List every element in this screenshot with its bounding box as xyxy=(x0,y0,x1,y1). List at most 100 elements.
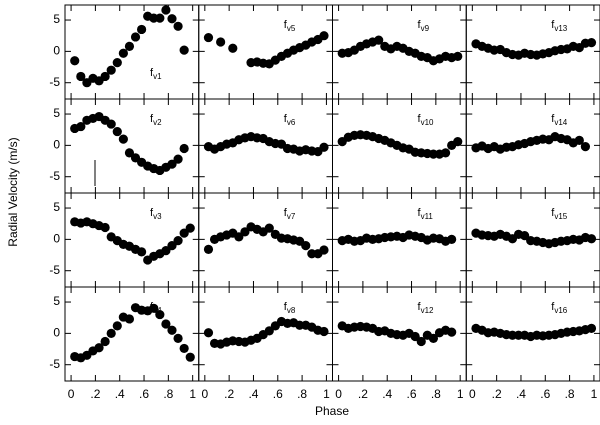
data-point xyxy=(586,323,597,333)
panel-label: fv7 xyxy=(284,207,296,221)
data-point xyxy=(240,227,250,237)
panel-label: fv13 xyxy=(551,19,568,33)
x-tick-label: 1 xyxy=(457,387,464,401)
x-tick-label: .8 xyxy=(565,387,575,401)
data-point xyxy=(161,5,171,15)
panel-label-letter: f xyxy=(418,113,422,125)
data-point xyxy=(203,244,214,254)
y-tick-label: -5 xyxy=(49,263,60,277)
data-point xyxy=(173,21,183,31)
x-axis-label: Phase xyxy=(315,404,349,418)
y-tick-label: 5 xyxy=(53,200,60,214)
panel-label-letter: f xyxy=(551,19,555,31)
data-point xyxy=(574,135,584,145)
data-point xyxy=(179,143,189,154)
data-point xyxy=(173,154,183,164)
data-point xyxy=(112,58,122,68)
x-tick-label: 1 xyxy=(323,387,330,401)
data-point xyxy=(155,13,165,23)
data-point xyxy=(520,231,530,241)
data-point xyxy=(203,32,214,43)
data-point xyxy=(580,142,591,152)
panel-label-subscript: v7 xyxy=(287,212,296,221)
x-tick-label: .6 xyxy=(273,387,283,401)
panel-frame xyxy=(198,4,333,100)
panel-label: fv10 xyxy=(418,113,435,127)
data-point xyxy=(167,241,177,251)
data-point xyxy=(137,247,147,257)
panel-label-letter: f xyxy=(418,19,422,31)
data-point xyxy=(586,38,597,48)
data-point xyxy=(440,148,451,158)
data-point xyxy=(301,241,311,251)
panel-label: fv14 xyxy=(551,113,568,127)
x-tick-label: .4 xyxy=(115,387,125,401)
data-point xyxy=(167,325,177,335)
data-point xyxy=(264,326,274,336)
data-point xyxy=(586,234,597,244)
panel-label-letter: f xyxy=(284,113,288,125)
data-point xyxy=(100,222,110,233)
panel-label-subscript: v3 xyxy=(153,212,162,221)
x-tick-label: .8 xyxy=(431,387,441,401)
panel-label-letter: f xyxy=(150,207,154,219)
data-point xyxy=(319,326,329,337)
data-point xyxy=(410,331,420,342)
data-point xyxy=(124,148,135,158)
panel-label-letter: f xyxy=(551,207,555,219)
data-point xyxy=(112,126,122,137)
data-point xyxy=(416,336,426,347)
panel-label-letter: f xyxy=(418,301,422,313)
data-point xyxy=(179,45,189,55)
data-point xyxy=(161,246,171,256)
data-point xyxy=(70,56,80,66)
y-tick-label: 5 xyxy=(53,106,60,120)
panel-label: fv9 xyxy=(418,19,430,33)
data-point xyxy=(137,24,147,35)
data-point xyxy=(453,137,463,147)
data-point xyxy=(112,321,122,331)
y-tick-label: 0 xyxy=(53,326,60,340)
x-tick-label: 1 xyxy=(591,387,598,401)
data-point xyxy=(453,51,463,61)
x-tick-label: 0 xyxy=(68,387,75,401)
panel-label: fv16 xyxy=(551,301,568,315)
data-point xyxy=(447,234,457,244)
data-point xyxy=(94,343,104,353)
x-tick-label: 0 xyxy=(201,387,208,401)
data-point xyxy=(106,119,116,129)
x-tick-label: .2 xyxy=(90,387,100,401)
data-point xyxy=(130,32,141,42)
data-point xyxy=(216,37,226,47)
y-tick-label: 0 xyxy=(53,44,60,58)
data-point xyxy=(228,43,238,53)
data-point xyxy=(173,236,183,246)
panel-label-letter: f xyxy=(284,207,288,219)
panel-label-subscript: v5 xyxy=(287,24,296,33)
x-tick-label: .6 xyxy=(407,387,417,401)
panel-label-subscript: v6 xyxy=(287,118,296,127)
panel-label: fv11 xyxy=(418,207,434,221)
data-point xyxy=(106,65,116,75)
y-axis-label: Radial Velocity (m/s) xyxy=(6,137,20,246)
data-point xyxy=(428,333,439,343)
panel-label-subscript: v10 xyxy=(421,118,434,127)
x-tick-label: .6 xyxy=(540,387,550,401)
data-point xyxy=(374,35,384,45)
panel-label-letter: f xyxy=(551,113,555,125)
data-point xyxy=(319,142,329,152)
panel-label: fv8 xyxy=(284,301,296,315)
data-point xyxy=(203,328,214,338)
data-point xyxy=(118,48,128,58)
x-tick-label: .4 xyxy=(382,387,392,401)
data-point xyxy=(167,159,177,169)
panel-label: fv2 xyxy=(150,113,162,127)
x-tick-label: .8 xyxy=(163,387,173,401)
data-point xyxy=(149,303,159,313)
data-point xyxy=(76,121,86,132)
y-tick-label: -5 xyxy=(49,75,60,89)
panel-label-subscript: v14 xyxy=(554,118,567,127)
panel-label: fv1 xyxy=(150,67,162,81)
data-point xyxy=(319,31,329,41)
